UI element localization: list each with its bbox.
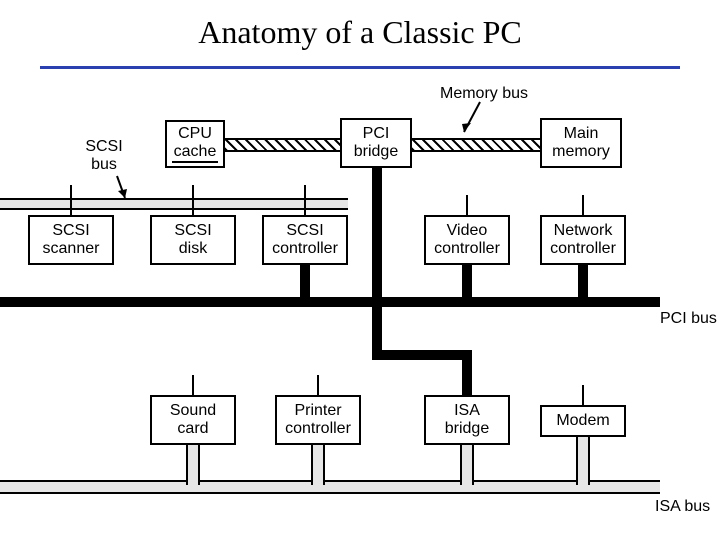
cache-label: cache (172, 143, 219, 163)
sound-card-node: Sound card (150, 395, 236, 445)
video-controller-label: Video controller (434, 222, 500, 259)
memory-bus-arrow (460, 102, 490, 142)
stub-scsi-disk (192, 185, 194, 215)
cpu-label: CPU (178, 125, 212, 143)
printer-controller-label: Printer controller (285, 402, 351, 439)
modem-label: Modem (556, 412, 609, 430)
isa-bus-bar (0, 480, 660, 494)
stub-video-up (466, 195, 468, 215)
memory-bus-seg-1 (225, 138, 340, 152)
scsi-disk-label: SCSI disk (174, 222, 211, 259)
pci-to-isa-vert (372, 307, 382, 355)
page-title: Anatomy of a Classic PC (0, 14, 720, 51)
isa-bus-label: ISA bus (655, 498, 710, 516)
stub-isa-bridge-down (460, 445, 474, 485)
printer-controller-node: Printer controller (275, 395, 361, 445)
stub-sound-down (186, 445, 200, 485)
stub-printer-down (311, 445, 325, 485)
pci-to-isa-vert2 (462, 350, 472, 395)
scsi-controller-label: SCSI controller (272, 222, 338, 259)
scsi-scanner-label: SCSI scanner (43, 222, 100, 259)
network-controller-node: Network controller (540, 215, 626, 265)
pci-bus-label: PCI bus (660, 310, 717, 328)
isa-bridge-label: ISA bridge (445, 402, 489, 439)
stub-scsi-controller-down (300, 265, 310, 300)
scsi-scanner-node: SCSI scanner (28, 215, 114, 265)
pci-bridge-to-pci-bus (372, 168, 382, 300)
sound-card-label: Sound card (170, 402, 216, 439)
scsi-bus-arrow (115, 176, 135, 206)
memory-bus-label: Memory bus (440, 85, 528, 103)
memory-bus-seg-2 (412, 138, 540, 152)
stub-printer-up (317, 375, 319, 395)
stub-scsi-controller-up (304, 185, 306, 215)
stub-modem-up (582, 385, 584, 405)
scsi-disk-node: SCSI disk (150, 215, 236, 265)
stub-video-down (462, 265, 472, 300)
isa-bridge-node: ISA bridge (424, 395, 510, 445)
scsi-bus-label: SCSI bus (74, 138, 134, 175)
pci-to-isa-horiz (372, 350, 472, 360)
pci-bus-bar (0, 297, 660, 307)
main-memory-label: Main memory (552, 125, 610, 162)
scsi-bus-bar (0, 198, 348, 210)
modem-node: Modem (540, 405, 626, 437)
network-controller-label: Network controller (550, 222, 616, 259)
stub-sound-up (192, 375, 194, 395)
cpu-node: CPU cache (165, 120, 225, 168)
stub-network-up (582, 195, 584, 215)
pci-bridge-node: PCI bridge (340, 118, 412, 168)
title-rule (40, 66, 680, 69)
pci-bridge-label: PCI bridge (354, 125, 398, 162)
stub-network-down (578, 265, 588, 300)
scsi-controller-node: SCSI controller (262, 215, 348, 265)
video-controller-node: Video controller (424, 215, 510, 265)
stub-modem-down (576, 437, 590, 485)
stub-scsi-scanner (70, 185, 72, 215)
main-memory-node: Main memory (540, 118, 622, 168)
